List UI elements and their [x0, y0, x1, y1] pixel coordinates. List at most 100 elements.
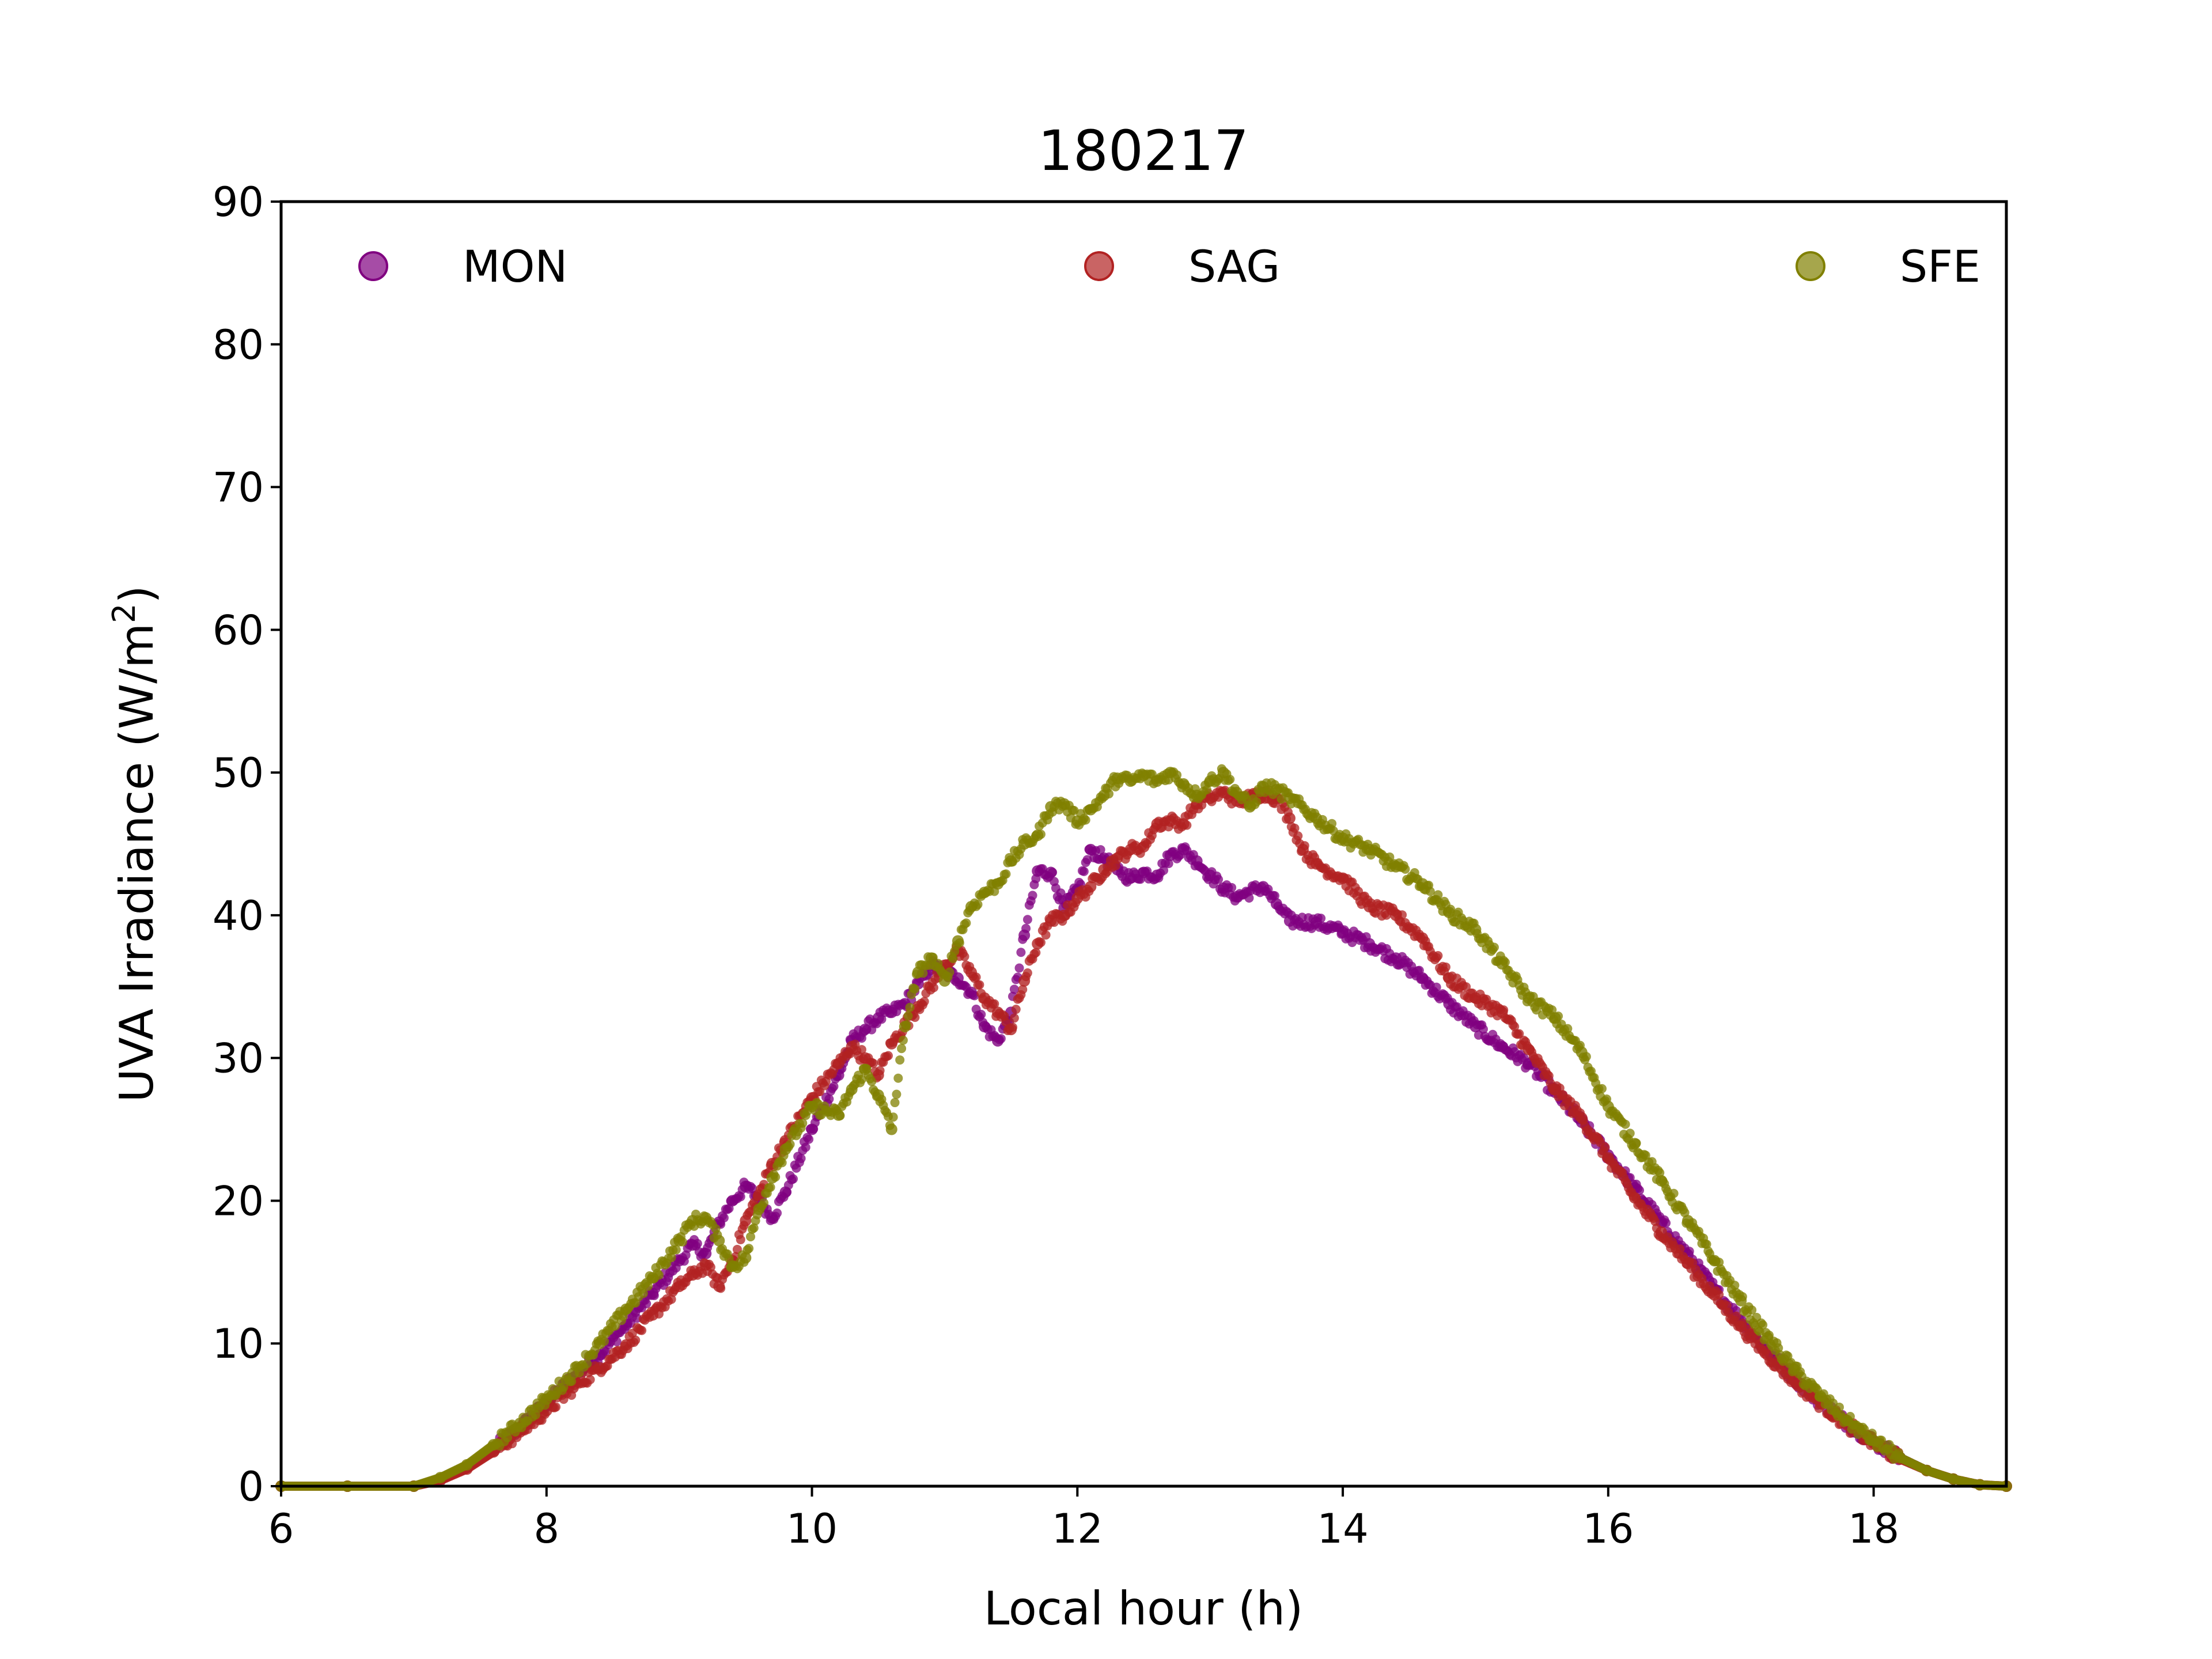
x-axis-title: Local hour (h) — [984, 1582, 1304, 1635]
data-point-fill — [1036, 830, 1046, 839]
data-point — [885, 1123, 897, 1135]
y-tick-label: 60 — [213, 607, 264, 654]
data-point-fill — [801, 1142, 810, 1152]
data-point-fill — [990, 999, 999, 1009]
data-point-fill — [681, 1250, 691, 1260]
data-point-fill — [1385, 852, 1395, 862]
data-point-fill — [857, 1045, 866, 1055]
data-point-fill — [719, 1213, 729, 1223]
data-point-fill — [1079, 866, 1089, 876]
series-layer — [275, 764, 2012, 1492]
data-point-fill — [960, 952, 969, 961]
data-point-fill — [1277, 794, 1286, 804]
data-point-fill — [1022, 968, 1032, 978]
data-point-fill — [1600, 1142, 1610, 1152]
data-point-fill — [1441, 962, 1450, 972]
data-point-fill — [747, 1183, 757, 1193]
x-tick-label: 14 — [1317, 1505, 1369, 1552]
data-point-fill — [971, 972, 981, 982]
data-point-fill — [804, 1134, 814, 1144]
data-point-fill — [1290, 823, 1300, 833]
data-point-fill — [976, 1010, 986, 1020]
data-point-fill — [903, 1011, 913, 1021]
data-point-fill — [789, 1174, 798, 1184]
data-point-fill — [898, 1035, 908, 1045]
data-point-fill — [1214, 874, 1224, 884]
data-point-fill — [869, 1059, 878, 1069]
data-point-fill — [919, 997, 929, 1006]
data-point-fill — [1164, 859, 1173, 869]
data-point-fill — [1096, 845, 1105, 855]
data-point-fill — [1022, 915, 1032, 925]
data-point-fill — [1758, 1320, 1768, 1330]
data-point-fill — [1014, 963, 1024, 973]
data-point — [1283, 812, 1296, 824]
data-point-fill — [531, 1410, 540, 1420]
data-point-fill — [1041, 930, 1051, 940]
data-point-fill — [1007, 1022, 1017, 1032]
data-point-fill — [1732, 1311, 1741, 1321]
data-point-fill — [1669, 1188, 1679, 1198]
data-point-fill — [777, 1158, 787, 1168]
x-tick-label: 6 — [268, 1505, 294, 1552]
y-tick-label: 20 — [213, 1177, 264, 1225]
data-point-fill — [706, 1262, 715, 1272]
x-tick-label: 8 — [533, 1505, 559, 1552]
data-point-fill — [1431, 982, 1441, 992]
data-point-fill — [772, 1208, 782, 1218]
y-axis-title: UVA Irradiance (W/m2) — [106, 585, 164, 1102]
legend-label-mon: MON — [463, 241, 567, 292]
data-point-fill — [585, 1374, 595, 1384]
data-point-fill — [1009, 1013, 1019, 1023]
data-point-fill — [766, 1183, 775, 1192]
data-point-fill — [1500, 957, 1510, 967]
data-point-fill — [1680, 1208, 1690, 1218]
data-point-fill — [736, 1235, 745, 1245]
x-axis: 6 8 10 12 14 16 18 — [268, 1486, 1899, 1552]
data-point-fill — [1714, 1290, 1724, 1300]
data-point-fill — [1547, 1005, 1557, 1015]
data-point-fill — [1514, 1029, 1524, 1039]
data-point-fill — [1397, 910, 1407, 920]
data-point-fill — [875, 1066, 885, 1075]
data-point-fill — [1400, 864, 1410, 874]
data-point-fill — [785, 1139, 795, 1149]
data-point-fill — [771, 1172, 781, 1182]
data-point-fill — [559, 1382, 569, 1392]
data-point-fill — [643, 1281, 653, 1291]
data-point-fill — [928, 952, 938, 962]
data-point-fill — [1661, 1218, 1671, 1228]
data-point-fill — [642, 1299, 652, 1309]
x-tick-label: 16 — [1582, 1505, 1634, 1552]
data-point-fill — [1316, 914, 1326, 923]
data-point-fill — [798, 1118, 808, 1128]
x-tick-label: 12 — [1052, 1505, 1103, 1552]
data-point-fill — [782, 1187, 792, 1197]
x-tick-label: 10 — [786, 1505, 838, 1552]
data-point-fill — [1631, 1138, 1641, 1148]
data-point-fill — [1620, 1119, 1630, 1129]
data-point-fill — [654, 1270, 664, 1280]
data-point-fill — [890, 1098, 900, 1108]
data-point-fill — [975, 980, 984, 990]
data-point-fill — [1510, 1022, 1520, 1032]
data-point-fill — [829, 1082, 839, 1092]
data-point-fill — [1018, 984, 1028, 994]
data-point-fill — [910, 984, 920, 994]
data-point-fill — [1532, 1005, 1541, 1015]
data-point-fill — [1011, 1005, 1021, 1014]
data-point-fill — [1737, 1318, 1747, 1328]
data-point-fill — [996, 1034, 1006, 1044]
y-tick-label: 80 — [213, 321, 264, 369]
data-point-fill — [600, 1336, 609, 1346]
data-point-fill — [961, 918, 971, 928]
data-point-fill — [1081, 815, 1090, 825]
data-point — [740, 1252, 752, 1264]
data-point-fill — [1227, 882, 1237, 892]
data-point-fill — [1225, 775, 1235, 785]
data-point-fill — [945, 967, 955, 977]
data-point-fill — [1270, 891, 1280, 901]
data-point-fill — [692, 1238, 702, 1248]
data-point-fill — [1845, 1412, 1855, 1422]
